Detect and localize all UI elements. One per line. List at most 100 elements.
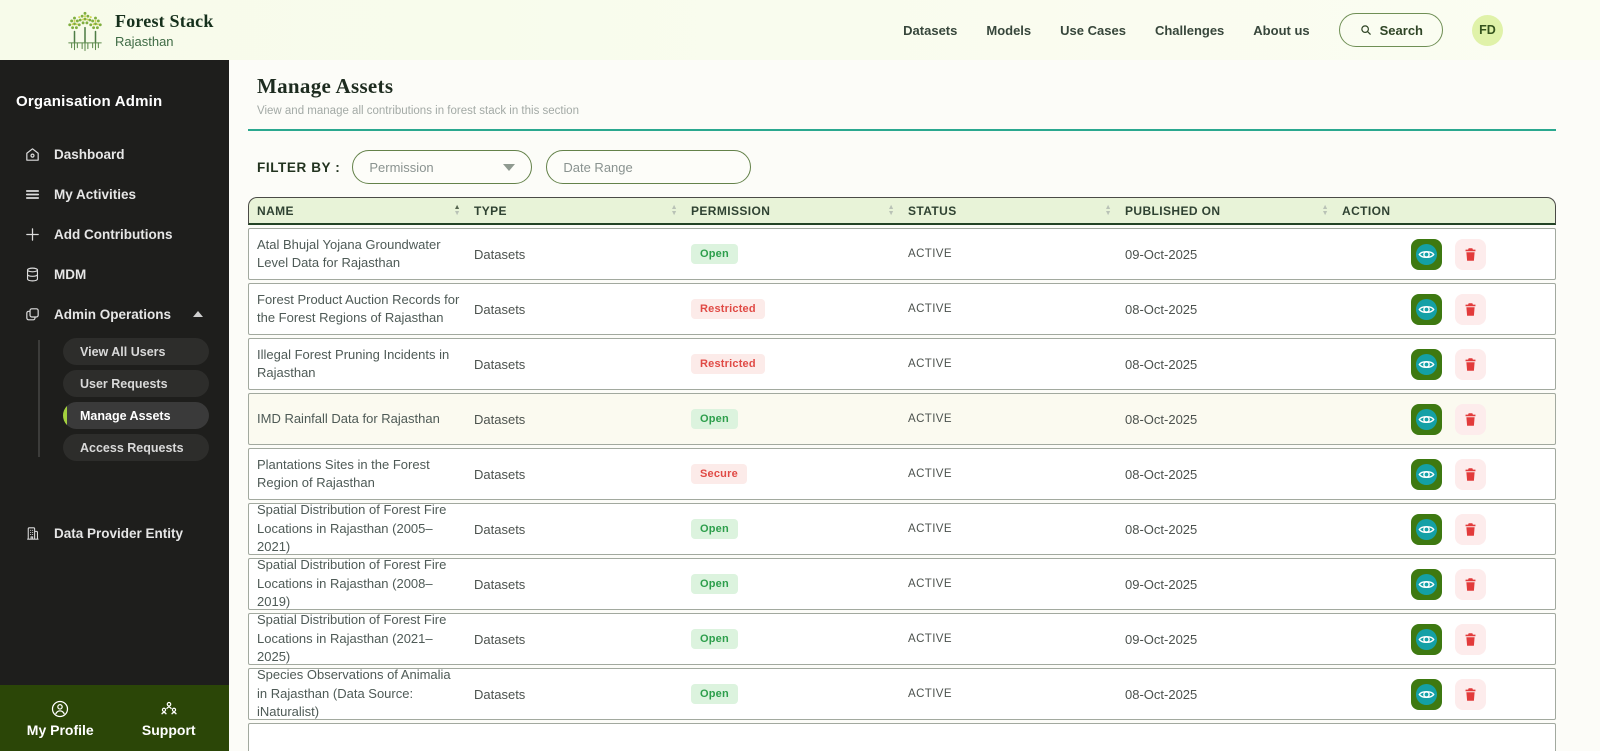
column-header-permission[interactable]: PERMISSION ▲ ▼ [691, 203, 895, 218]
eye-icon [1415, 298, 1438, 321]
delete-button[interactable] [1455, 568, 1486, 600]
people-group-icon [159, 699, 179, 719]
asset-type: Datasets [474, 466, 526, 482]
asset-status: ACTIVE [908, 358, 952, 370]
permission-badge: Restricted [691, 299, 765, 319]
asset-status: ACTIVE [908, 633, 952, 645]
view-button[interactable] [1411, 568, 1442, 600]
table-row: Spatial Distribution of Forest Fire Loca… [248, 557, 1556, 610]
avatar[interactable]: FD [1472, 14, 1503, 46]
layers-icon [24, 306, 41, 323]
trash-icon [1462, 301, 1479, 318]
column-header-status[interactable]: STATUS ▲ ▼ [908, 203, 1112, 218]
asset-status: ACTIVE [908, 468, 952, 480]
published-date: 08-Oct-2025 [1125, 686, 1198, 702]
sidebar-item-label: Add Contributions [54, 226, 173, 242]
column-header-name[interactable]: NAME ▲ ▼ [257, 203, 461, 218]
view-button[interactable] [1411, 678, 1442, 710]
sidebar-item-dashboard[interactable]: Dashboard [0, 134, 229, 174]
delete-button[interactable] [1455, 238, 1486, 270]
delete-button[interactable] [1455, 513, 1486, 545]
list-icon [24, 186, 41, 203]
view-button[interactable] [1411, 293, 1442, 325]
column-header-published-on[interactable]: PUBLISHED ON ▲ ▼ [1125, 203, 1329, 218]
nav-about-us[interactable]: About us [1253, 22, 1310, 38]
column-header-action: ACTION [1342, 203, 1391, 218]
published-date: 09-Oct-2025 [1125, 246, 1198, 262]
view-button[interactable] [1411, 238, 1442, 270]
delete-button[interactable] [1455, 678, 1486, 710]
eye-icon [1415, 408, 1438, 431]
view-button[interactable] [1411, 348, 1442, 380]
table-row: Illegal Forest Pruning Incidents in Raja… [248, 338, 1556, 390]
sidebar-item-admin-operations[interactable]: Admin Operations [0, 294, 229, 334]
sidebar-item-data-provider-entity[interactable]: Data Provider Entity [0, 513, 229, 553]
active-indicator [63, 404, 67, 427]
nav-models[interactable]: Models [986, 22, 1032, 38]
table-row: Forest Product Auction Records for the F… [248, 283, 1556, 335]
permission-badge: Open [691, 574, 738, 594]
forest-stack-logo-icon [64, 8, 106, 53]
filter-bar: FILTER BY : Permission Date Range [248, 150, 1556, 184]
asset-type: Datasets [474, 521, 526, 537]
permission-filter-dropdown[interactable]: Permission [352, 150, 533, 184]
search-icon [1359, 23, 1373, 37]
asset-name: Atal Bhujal Yojana Groundwater Level Dat… [257, 236, 441, 270]
eye-icon [1415, 628, 1438, 651]
submenu-item-manage-assets[interactable]: Manage Assets [63, 402, 209, 429]
delete-button[interactable] [1455, 293, 1486, 325]
table-row: Plantations Sites in the Forest Region o… [248, 448, 1556, 500]
nav-use-cases[interactable]: Use Cases [1060, 22, 1126, 38]
sidebar-item-add-contributions[interactable]: Add Contributions [0, 214, 229, 254]
eye-icon [1415, 243, 1438, 266]
asset-type: Datasets [474, 246, 526, 262]
assets-table: NAME ▲ ▼ TYPE ▲ ▼ PERMISSION ▲ ▼ STATUS ▲ ▼ … [248, 197, 1556, 751]
permission-badge: Open [691, 409, 738, 429]
footer-label: My Profile [26, 721, 94, 738]
support-button[interactable]: Support [115, 699, 224, 738]
delete-button[interactable] [1455, 348, 1486, 380]
asset-name: Spatial Distribution of Forest Fire Loca… [257, 557, 447, 610]
submenu-item-label: User Requests [80, 376, 168, 391]
submenu-item-user-requests[interactable]: User Requests [63, 370, 209, 397]
sidebar-item-label: Dashboard [54, 146, 125, 162]
delete-button[interactable] [1455, 623, 1486, 655]
sidebar-item-mdm[interactable]: MDM [0, 254, 229, 294]
delete-button[interactable] [1455, 458, 1486, 490]
asset-status: ACTIVE [908, 578, 952, 590]
eye-icon [1415, 463, 1438, 486]
sort-icon: ▲ ▼ [1321, 203, 1329, 217]
view-button[interactable] [1411, 403, 1442, 435]
asset-name: IMD Rainfall Data for Rajasthan [257, 410, 440, 426]
trash-icon [1462, 411, 1479, 428]
submenu-item-access-requests[interactable]: Access Requests [63, 434, 209, 461]
eye-icon [1415, 683, 1438, 706]
sidebar-item-my-activities[interactable]: My Activities [0, 174, 229, 214]
table-row: Spatial Distribution of Forest Fire Loca… [248, 502, 1556, 555]
nav-datasets[interactable]: Datasets [903, 22, 958, 38]
view-button[interactable] [1411, 513, 1442, 545]
page-subtitle: View and manage all contributions in for… [257, 105, 579, 117]
view-button[interactable] [1411, 458, 1442, 490]
home-icon [24, 146, 41, 163]
asset-name: Spatial Distribution of Forest Fire Loca… [257, 502, 447, 555]
trash-icon [1462, 356, 1479, 373]
trash-icon [1462, 521, 1479, 538]
submenu-item-view-all-users[interactable]: View All Users [63, 338, 209, 365]
view-button[interactable] [1411, 623, 1442, 655]
date-range-filter[interactable]: Date Range [546, 150, 752, 184]
column-header-type[interactable]: TYPE ▲ ▼ [474, 203, 678, 218]
filter-by-label: FILTER BY : [257, 159, 341, 175]
permission-badge: Open [691, 629, 738, 649]
search-label: Search [1379, 22, 1423, 38]
brand[interactable]: Forest Stack Rajasthan [64, 8, 214, 53]
my-profile-button[interactable]: My Profile [6, 699, 115, 738]
delete-button[interactable] [1455, 403, 1486, 435]
submenu-item-label: View All Users [80, 344, 166, 359]
published-date: 08-Oct-2025 [1125, 411, 1198, 427]
nav-challenges[interactable]: Challenges [1154, 22, 1225, 38]
eye-icon [1415, 518, 1438, 541]
trash-icon [1462, 576, 1479, 593]
table-row: Spatial Distribution of Forest Fire Loca… [248, 612, 1556, 665]
search-button[interactable]: Search [1338, 13, 1443, 47]
